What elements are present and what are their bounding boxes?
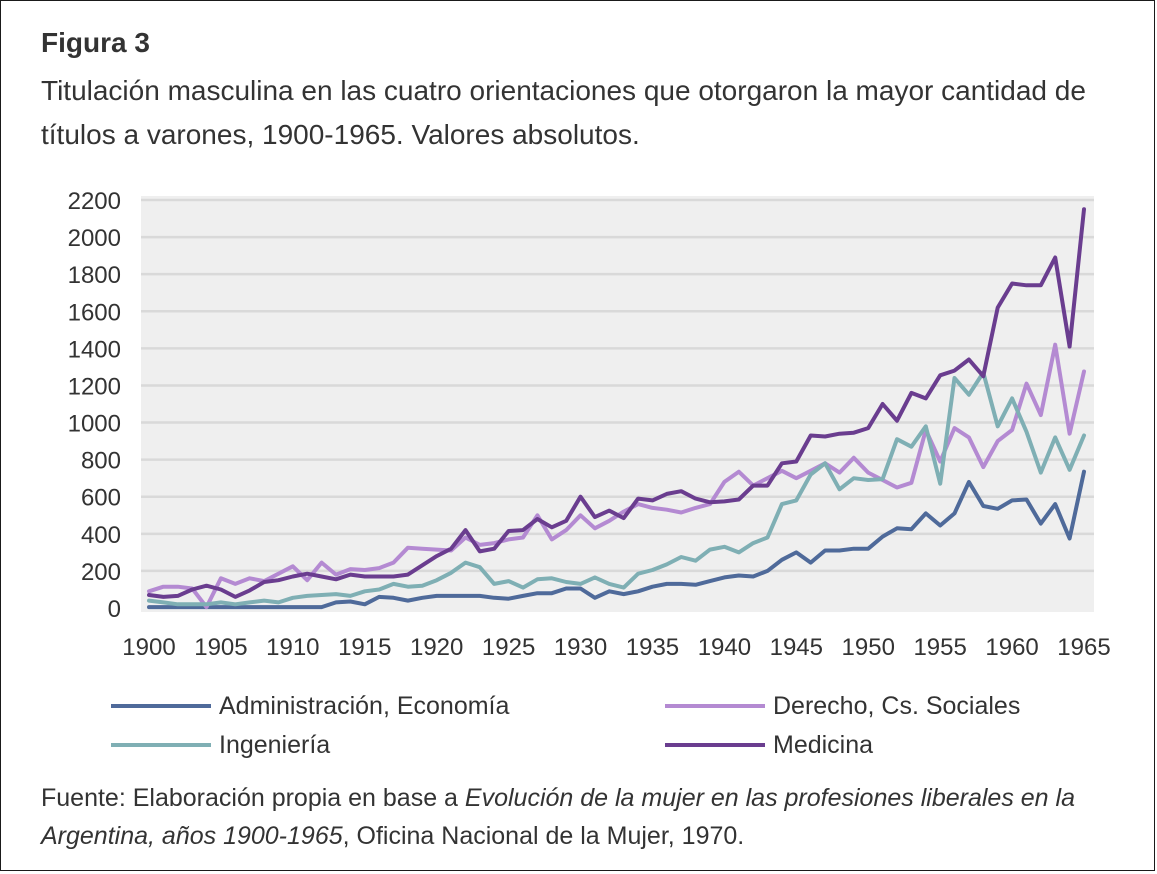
series-line	[147, 207, 1086, 599]
legend-swatch	[665, 743, 765, 747]
source-title-italic: Evolución de la mujer en las profesiones…	[41, 784, 1075, 850]
y-tick-label: 2200	[68, 188, 121, 215]
legend-item-administracion: Administración, Economía	[111, 691, 509, 721]
plot-area	[141, 196, 1094, 612]
source-prefix: Fuente: Elaboración propia en base a	[41, 784, 465, 812]
y-tick-label: 2000	[68, 225, 121, 252]
x-tick-label: 1925	[482, 634, 535, 661]
x-tick-label: 1910	[266, 634, 319, 661]
x-tick-label: 1915	[338, 634, 391, 661]
gridlines	[141, 198, 1094, 573]
y-tick-label: 1000	[68, 411, 121, 438]
x-tick-label: 1965	[1057, 634, 1110, 661]
x-tick-label: 1920	[410, 634, 463, 661]
legend-label: Administración, Economía	[219, 691, 510, 720]
x-axis-tick-labels: 1900 1905 1910 1915 1920 1925 1930 1935 1940 1945…	[122, 634, 1110, 661]
x-tick-label: 1950	[842, 634, 895, 661]
y-tick-label: 1400	[68, 336, 121, 363]
y-tick-label: 800	[81, 448, 121, 475]
x-tick-label: 1940	[698, 634, 751, 661]
x-tick-label: 1960	[985, 634, 1038, 661]
y-tick-label: 1600	[68, 299, 121, 326]
x-tick-label: 1935	[626, 634, 679, 661]
x-tick-label: 1955	[913, 634, 966, 661]
legend-item-medicina: Medicina	[665, 730, 873, 760]
legend-item-ingenieria: Ingeniería	[111, 730, 330, 760]
legend-item-derecho: Derecho, Cs. Sociales	[665, 691, 1020, 721]
y-axis-tick-labels: 0 200 400 600 800 1000 1200 1400 1600 1800 2000 220…	[68, 188, 121, 623]
figure-title: Titulación masculina en las cuatro orien…	[41, 75, 1086, 150]
x-tick-label: 1900	[122, 634, 175, 661]
legend-label: Ingeniería	[219, 730, 331, 759]
y-tick-label: 0	[108, 596, 121, 623]
x-tick-label: 1945	[770, 634, 823, 661]
series-line	[147, 370, 1086, 607]
legend-label: Derecho, Cs. Sociales	[773, 691, 1021, 720]
y-tick-label: 200	[81, 559, 121, 586]
source-suffix: , Oficina Nacional de la Mujer, 1970.	[342, 822, 745, 850]
x-tick-label: 1905	[194, 634, 247, 661]
y-tick-label: 1200	[68, 373, 121, 400]
series-line	[147, 469, 1086, 610]
figure-label: Figura 3	[41, 27, 150, 58]
figure-source: Fuente: Elaboración propia en base a Evo…	[41, 779, 1131, 855]
legend-swatch	[665, 704, 765, 708]
y-tick-label: 400	[81, 522, 121, 549]
legend-swatch	[111, 743, 211, 747]
y-tick-label: 600	[81, 485, 121, 512]
legend-label: Medicina	[773, 730, 874, 759]
legend-swatch	[111, 704, 211, 708]
x-tick-label: 1930	[554, 634, 607, 661]
series-lines	[147, 207, 1086, 610]
y-tick-label: 1800	[68, 262, 121, 289]
